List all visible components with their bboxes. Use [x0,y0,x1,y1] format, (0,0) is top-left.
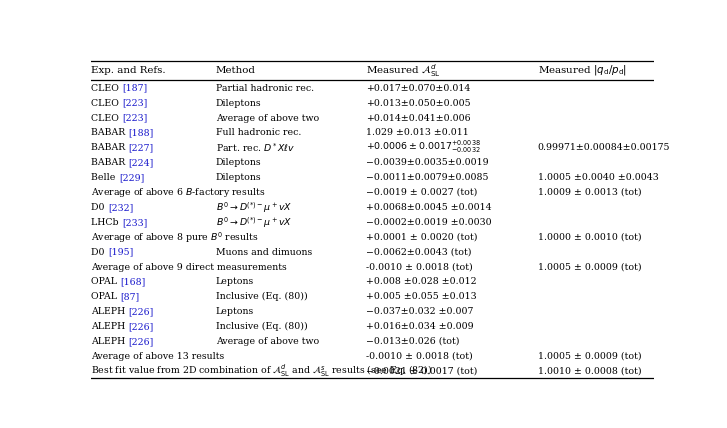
Text: [229]: [229] [119,173,144,182]
Text: Average of above two: Average of above two [216,113,319,122]
Text: 1.0005 ±0.0040 ±0.0043: 1.0005 ±0.0040 ±0.0043 [538,173,659,182]
Text: −0.0062±0.0043 (tot): −0.0062±0.0043 (tot) [366,248,471,257]
Text: 1.029 ±0.013 ±0.011: 1.029 ±0.013 ±0.011 [366,128,469,137]
Text: [226]: [226] [129,322,154,331]
Text: [168]: [168] [121,277,145,286]
Text: Best fit value from 2D combination of $\mathcal{A}^d_{\mathrm{SL}}$ and $\mathca: Best fit value from 2D combination of $\… [92,364,433,379]
Text: CLEO: CLEO [92,98,122,108]
Text: Average of above 8 pure $B^0$ results: Average of above 8 pure $B^0$ results [92,230,260,244]
Text: Partial hadronic rec.: Partial hadronic rec. [216,84,314,93]
Text: -0.0010 ± 0.0018 (tot): -0.0010 ± 0.0018 (tot) [366,262,473,271]
Text: Method: Method [216,66,256,75]
Text: +0.013±0.050±0.005: +0.013±0.050±0.005 [366,98,470,108]
Text: [223]: [223] [122,98,148,108]
Text: BABAR: BABAR [92,158,129,167]
Text: −0.0039±0.0035±0.0019: −0.0039±0.0035±0.0019 [366,158,489,167]
Text: +0.008 ±0.028 ±0.012: +0.008 ±0.028 ±0.012 [366,277,476,286]
Text: [232]: [232] [108,203,133,212]
Text: −0.013±0.026 (tot): −0.013±0.026 (tot) [366,337,459,346]
Text: 1.0005 ± 0.0009 (tot): 1.0005 ± 0.0009 (tot) [538,262,641,271]
Text: 1.0000 ± 0.0010 (tot): 1.0000 ± 0.0010 (tot) [538,233,641,242]
Text: ALEPH: ALEPH [92,337,129,346]
Text: [223]: [223] [122,113,148,122]
Text: Muons and dimuons: Muons and dimuons [216,248,312,257]
Text: Belle: Belle [92,173,119,182]
Text: ALEPH: ALEPH [92,322,129,331]
Text: $+0.0006\pm0.0017^{+0.0038}_{-0.0032}$: $+0.0006\pm0.0017^{+0.0038}_{-0.0032}$ [366,140,481,155]
Text: +0.0068±0.0045 ±0.0014: +0.0068±0.0045 ±0.0014 [366,203,491,212]
Text: Full hadronic rec.: Full hadronic rec. [216,128,301,137]
Text: [195]: [195] [108,248,133,257]
Text: 1.0009 ± 0.0013 (tot): 1.0009 ± 0.0013 (tot) [538,188,641,197]
Text: OPAL: OPAL [92,292,121,301]
Text: CLEO: CLEO [92,84,122,93]
Text: 0.99971±0.00084±0.00175: 0.99971±0.00084±0.00175 [538,143,670,152]
Text: −0.0021 ± 0.0017 (tot): −0.0021 ± 0.0017 (tot) [366,367,477,376]
Text: [87]: [87] [121,292,140,301]
Text: 1.0005 ± 0.0009 (tot): 1.0005 ± 0.0009 (tot) [538,352,641,361]
Text: −0.037±0.032 ±0.007: −0.037±0.032 ±0.007 [366,307,473,316]
Text: Average of above 13 results: Average of above 13 results [92,352,225,361]
Text: Average of above 6 $B$-factory results: Average of above 6 $B$-factory results [92,186,266,199]
Text: BABAR: BABAR [92,143,129,152]
Text: Exp. and Refs.: Exp. and Refs. [92,66,166,75]
Text: −0.0011±0.0079±0.0085: −0.0011±0.0079±0.0085 [366,173,489,182]
Text: BABAR: BABAR [92,128,129,137]
Text: Measured $|q_{\mathrm{d}}/p_{\mathrm{d}}|$: Measured $|q_{\mathrm{d}}/p_{\mathrm{d}}… [538,63,627,77]
Text: ALEPH: ALEPH [92,307,129,316]
Text: Average of above 9 direct measurements: Average of above 9 direct measurements [92,262,287,271]
Text: Measured $\mathcal{A}^d_{\mathrm{SL}}$: Measured $\mathcal{A}^d_{\mathrm{SL}}$ [366,62,441,79]
Text: Dileptons: Dileptons [216,98,262,108]
Text: [226]: [226] [129,307,154,316]
Text: +0.016±0.034 ±0.009: +0.016±0.034 ±0.009 [366,322,473,331]
Text: [187]: [187] [122,84,148,93]
Text: [224]: [224] [129,158,154,167]
Text: Inclusive (Eq. (80)): Inclusive (Eq. (80)) [216,322,308,331]
Text: OPAL: OPAL [92,277,121,286]
Text: Dileptons: Dileptons [216,158,262,167]
Text: Leptons: Leptons [216,307,254,316]
Text: +0.014±0.041±0.006: +0.014±0.041±0.006 [366,113,470,122]
Text: +0.017±0.070±0.014: +0.017±0.070±0.014 [366,84,470,93]
Text: [227]: [227] [129,143,154,152]
Text: Average of above two: Average of above two [216,337,319,346]
Text: [226]: [226] [129,337,154,346]
Text: CLEO: CLEO [92,113,122,122]
Text: Part. rec. $D^*X\ell v$: Part. rec. $D^*X\ell v$ [216,142,295,154]
Text: Inclusive (Eq. (80)): Inclusive (Eq. (80)) [216,292,308,301]
Text: 1.0010 ± 0.0008 (tot): 1.0010 ± 0.0008 (tot) [538,367,641,376]
Text: $B^0 \to D^{(*)-}\mu^+vX$: $B^0 \to D^{(*)-}\mu^+vX$ [216,200,292,215]
Text: D0: D0 [92,203,108,212]
Text: [188]: [188] [129,128,154,137]
Text: −0.0019 ± 0.0027 (tot): −0.0019 ± 0.0027 (tot) [366,188,477,197]
Text: +0.005 ±0.055 ±0.013: +0.005 ±0.055 ±0.013 [366,292,476,301]
Text: D0: D0 [92,248,108,257]
Text: +0.0001 ± 0.0020 (tot): +0.0001 ± 0.0020 (tot) [366,233,478,242]
Text: −0.0002±0.0019 ±0.0030: −0.0002±0.0019 ±0.0030 [366,218,491,227]
Text: [233]: [233] [122,218,148,227]
Text: -0.0010 ± 0.0018 (tot): -0.0010 ± 0.0018 (tot) [366,352,473,361]
Text: Leptons: Leptons [216,277,254,286]
Text: Dileptons: Dileptons [216,173,262,182]
Text: $B^0 \to D^{(*)-}\mu^+vX$: $B^0 \to D^{(*)-}\mu^+vX$ [216,215,292,229]
Text: LHCb: LHCb [92,218,122,227]
